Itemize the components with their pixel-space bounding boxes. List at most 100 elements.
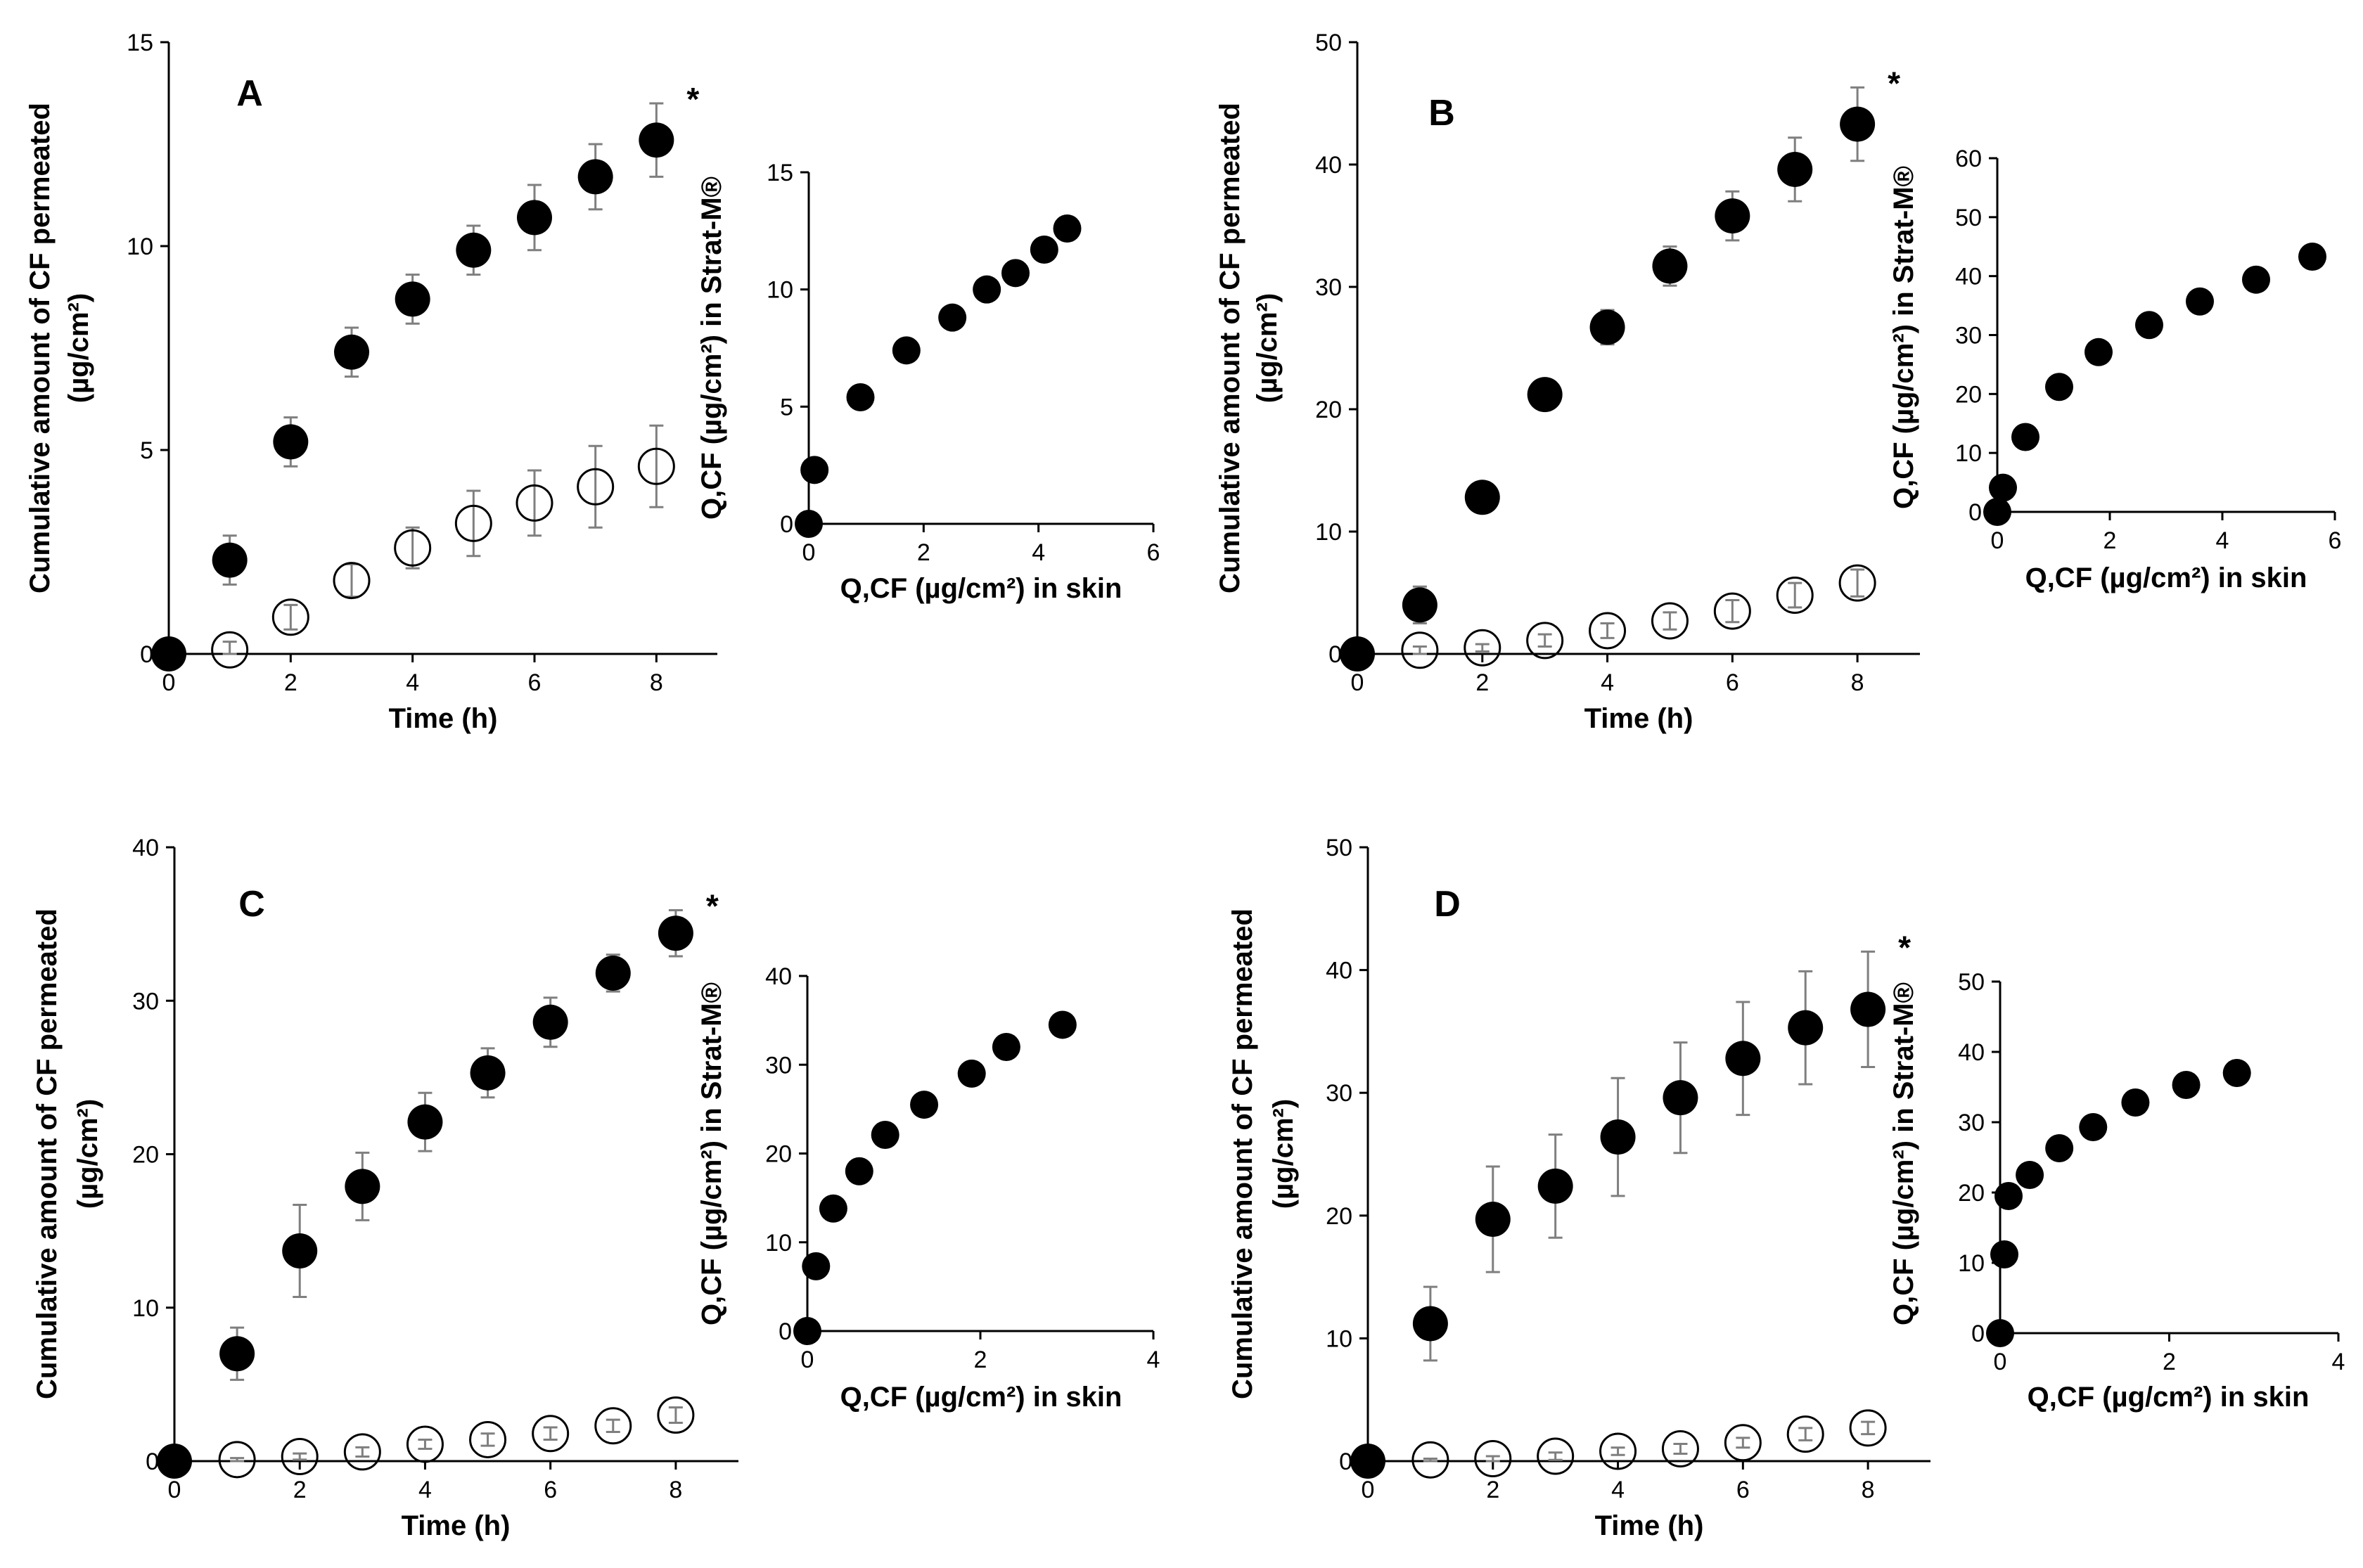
open-data-point	[454, 504, 492, 542]
inset-x-tick-label: 0	[801, 1347, 814, 1373]
inset-y-axis-label: Q,CF (µg/cm²) in Strat-M®	[1888, 166, 1919, 509]
inset-x-tick-label: 2	[2163, 1349, 2176, 1375]
inset-data-point	[1990, 1240, 2019, 1268]
open-data-point	[1589, 612, 1627, 650]
open-data-point	[532, 1415, 570, 1453]
inset-x-axis-label: Q,CF (µg/cm²) in skin	[840, 573, 1122, 604]
inset-data-point	[2011, 423, 2039, 451]
filled-data-point	[456, 232, 492, 268]
y-axis-label-line1: Cumulative amount of CF permeated	[32, 908, 63, 1399]
open-data-point	[1411, 1441, 1449, 1479]
inset-x-axis-label: Q,CF (µg/cm²) in skin	[2028, 1382, 2310, 1413]
filled-data-point	[157, 1444, 192, 1479]
inset-x-tick-label: 6	[1147, 539, 1160, 566]
filled-data-point	[1475, 1202, 1511, 1238]
inset-data-point	[910, 1091, 939, 1119]
open-data-point	[218, 1441, 256, 1479]
inset-x-tick-label: 2	[917, 539, 930, 566]
panel-a: 0 2 4 6 8 0 5 10 15 A * Time (h) Cumulative amount o…	[25, 30, 1160, 734]
inset-data-point	[2135, 311, 2163, 340]
inset-y-tick-label: 10	[1958, 1250, 1985, 1277]
main-y-tick-label: 40	[132, 835, 159, 861]
filled-data-point	[1850, 991, 1886, 1027]
inset-y-tick-label: 10	[765, 1230, 792, 1257]
significance-star: *	[686, 81, 699, 117]
main-x-tick-label: 8	[669, 1477, 682, 1503]
inset-data-point	[2186, 287, 2214, 316]
open-data-point	[281, 1437, 319, 1475]
inset-y-tick-label: 40	[1955, 264, 1982, 290]
error-bar	[1788, 581, 1802, 609]
open-data-point	[1537, 1437, 1575, 1475]
open-data-point	[211, 631, 249, 669]
main-x-tick-label: 2	[1475, 669, 1489, 696]
inset-y-tick-label: 30	[1958, 1110, 1985, 1136]
filled-data-point	[1600, 1119, 1636, 1155]
main-y-tick-label: 30	[132, 988, 159, 1015]
filled-data-point	[151, 636, 186, 671]
inset-data-point	[2298, 243, 2326, 271]
main-x-tick-label: 4	[1611, 1477, 1625, 1503]
open-data-point	[469, 1420, 507, 1458]
x-axis-label: Time (h)	[1584, 703, 1693, 734]
inset-y-tick-label: 30	[1955, 323, 1982, 349]
significance-star: *	[706, 887, 719, 924]
y-axis-label-line2: (µg/cm²)	[63, 293, 94, 403]
error-bar	[222, 641, 237, 655]
filled-data-point	[639, 122, 674, 158]
inset-data-point	[846, 383, 875, 411]
filled-data-point	[1840, 106, 1876, 142]
inset-data-point	[957, 1059, 986, 1088]
inset-x-tick-label: 0	[1994, 1349, 2007, 1375]
error-bar	[1475, 643, 1490, 653]
panel-label: C	[238, 884, 265, 925]
error-bar	[283, 603, 298, 631]
inset-x-tick-label: 4	[2332, 1349, 2345, 1375]
open-data-point	[343, 1433, 381, 1471]
error-bar	[418, 1438, 433, 1451]
error-bar	[1600, 622, 1615, 639]
open-data-point	[1724, 1424, 1762, 1462]
error-bar	[1736, 1437, 1750, 1449]
open-data-point	[1786, 1415, 1824, 1453]
main-y-tick-label: 40	[1326, 958, 1352, 984]
inset-y-tick-label: 60	[1955, 146, 1982, 172]
main-x-tick-label: 2	[1486, 1477, 1499, 1503]
panel-label: A	[236, 73, 263, 114]
main-y-tick-label: 30	[1326, 1080, 1352, 1107]
main-y-tick-label: 5	[140, 437, 153, 464]
main-x-tick-label: 6	[544, 1477, 557, 1503]
main-x-tick-label: 0	[1362, 1477, 1375, 1503]
inset-y-tick-label: 15	[767, 160, 793, 186]
filled-data-point	[1527, 377, 1563, 413]
filled-data-point	[1402, 587, 1437, 623]
inset-x-axis-label: Q,CF (µg/cm²) in skin	[2025, 563, 2307, 593]
error-bar	[1412, 645, 1427, 655]
open-data-point	[394, 529, 432, 567]
inset-y-tick-label: 0	[1971, 1320, 1985, 1347]
inset-y-tick-label: 20	[1958, 1180, 1985, 1207]
open-data-point	[657, 1396, 695, 1434]
inset-x-tick-label: 6	[2329, 527, 2342, 554]
open-data-point	[1849, 1409, 1887, 1447]
main-y-tick-label: 0	[1328, 641, 1342, 668]
filled-data-point	[395, 281, 430, 317]
main-x-tick-label: 0	[168, 1477, 181, 1503]
inset-data-point	[2222, 1059, 2251, 1087]
inset-y-tick-label: 30	[765, 1052, 792, 1079]
error-bar	[1423, 1458, 1437, 1463]
filled-data-point	[1464, 480, 1500, 515]
inset-x-tick-label: 2	[2103, 527, 2117, 554]
error-bar	[1485, 1455, 1500, 1463]
error-bar	[1861, 1420, 1876, 1436]
main-y-tick-label: 40	[1315, 152, 1342, 179]
inset-x-axis-label: Q,CF (µg/cm²) in skin	[840, 1382, 1122, 1413]
error-bar	[1663, 611, 1677, 631]
main-y-tick-label: 50	[1326, 835, 1352, 861]
main-x-tick-label: 0	[1351, 669, 1364, 696]
inset-y-tick-label: 50	[1955, 205, 1982, 231]
inset-x-tick-label: 2	[974, 1347, 987, 1373]
filled-data-point	[212, 542, 248, 578]
